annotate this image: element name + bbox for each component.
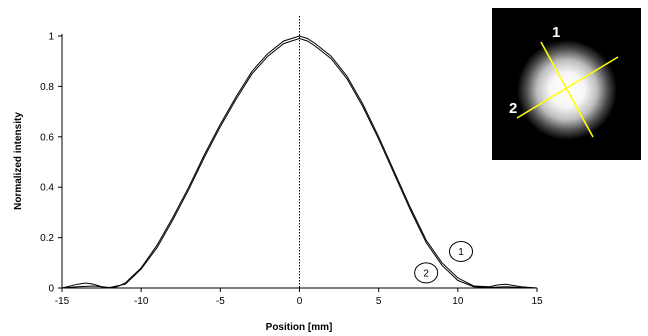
x-tick-label: -10 — [134, 296, 149, 307]
x-tick-label: -5 — [216, 296, 225, 307]
callout-2-circle — [414, 262, 439, 284]
inset-label-1: 1 — [552, 24, 560, 41]
y-tick-label: 0.6 — [40, 132, 54, 143]
series-2-line — [61, 37, 538, 289]
x-tick-label: 0 — [297, 296, 303, 307]
y-tick-label: 0.2 — [40, 233, 54, 244]
beam-spot-inset: 1 2 — [492, 8, 641, 160]
profile-line-1 — [540, 41, 594, 138]
y-tick-label: 0.4 — [40, 183, 54, 194]
y-axis-title: Normalized intensity — [13, 112, 24, 210]
y-tick-label: 0.8 — [40, 82, 54, 93]
plot-area: 0 0.2 0.4 0.6 0.8 1 -15 -10 -5 0 5 10 15 1 2 — [40, 16, 543, 307]
x-tick-label: 10 — [452, 296, 464, 307]
y-tick-label: 1 — [48, 32, 54, 43]
inset-label-2: 2 — [509, 100, 517, 117]
profile-line-2 — [516, 56, 619, 119]
y-tick-label: 0 — [48, 284, 54, 295]
callout-1-circle — [449, 240, 473, 262]
x-tick-label: -15 — [55, 296, 70, 307]
x-axis-title: Position [mm] — [266, 322, 333, 333]
x-tick-label: 15 — [531, 296, 543, 307]
x-tick-label: 5 — [376, 296, 382, 307]
callout-1-label: 1 — [458, 247, 464, 258]
callout-2-label: 2 — [423, 268, 429, 279]
series-1-line — [61, 35, 538, 289]
